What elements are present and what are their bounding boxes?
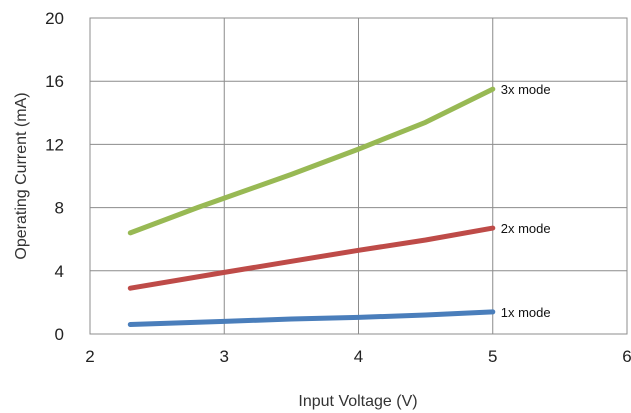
grid-lines [89,17,628,335]
series-label-1x-mode: 1x mode [501,305,551,320]
plot-border [89,17,628,335]
x-tick-label: 5 [488,347,497,366]
series-line-1x-mode [127,309,496,327]
x-tick-label: 6 [622,347,631,366]
series-lines [127,86,496,327]
x-tick-label: 3 [220,347,229,366]
plot-area [89,17,628,335]
y-tick-label: 12 [45,135,64,154]
y-axis-title: Operating Current (mA) [13,92,30,259]
series-line-3x-mode [127,86,496,236]
series-label-2x-mode: 2x mode [501,221,551,236]
series-labels: 1x mode 2x mode 3x mode [501,82,551,320]
y-axis-tick-labels: 0 4 8 12 16 20 [45,9,64,344]
series-label-3x-mode: 3x mode [501,82,551,97]
y-tick-label: 4 [55,262,64,281]
y-tick-label: 16 [45,72,64,91]
y-tick-label: 8 [55,199,64,218]
x-tick-label: 2 [85,347,94,366]
x-axis-tick-labels: 2 3 4 5 6 [85,347,631,366]
y-tick-label: 0 [55,325,64,344]
x-tick-label: 4 [354,347,363,366]
series-line-2x-mode [127,225,496,291]
y-tick-label: 20 [45,9,64,28]
x-axis-title: Input Voltage (V) [298,393,417,410]
